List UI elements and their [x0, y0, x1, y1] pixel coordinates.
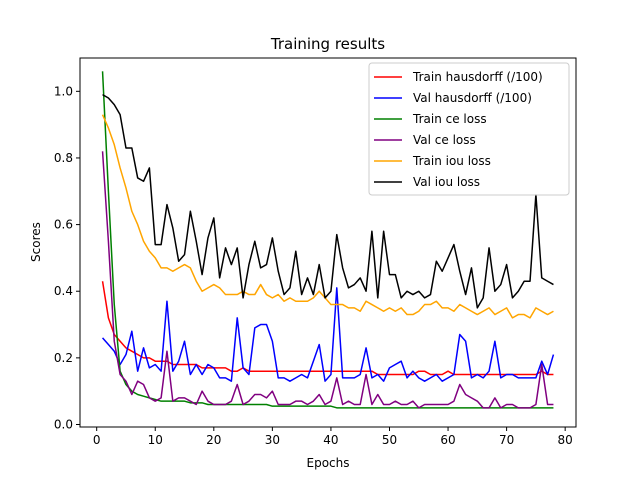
y-tick-label: 0.0: [54, 418, 73, 432]
x-tick-label: 40: [323, 433, 338, 447]
x-tick-label: 0: [93, 433, 101, 447]
x-tick-label: 70: [499, 433, 514, 447]
legend-label: Val hausdorff (/100): [413, 91, 532, 105]
y-axis-label: Scores: [29, 222, 43, 262]
series-line-4: [101, 151, 554, 409]
x-tick-label: 20: [206, 433, 221, 447]
series-line-5: [101, 114, 554, 319]
x-tick-label: 60: [440, 433, 455, 447]
x-tick-label: 80: [558, 433, 573, 447]
legend-label: Train hausdorff (/100): [412, 70, 543, 84]
x-tick-label: 50: [382, 433, 397, 447]
plot-area: [79, 57, 577, 428]
series-line-3: [101, 71, 554, 409]
legend-label: Val ce loss: [413, 133, 476, 147]
x-tick-label: 10: [148, 433, 163, 447]
x-tick-label: 30: [265, 433, 280, 447]
legend-label: Val iou loss: [413, 175, 480, 189]
series-line-2: [101, 287, 555, 382]
legend-label: Train ce loss: [412, 112, 487, 126]
axes-frame: [79, 57, 577, 428]
x-axis-label: Epochs: [307, 456, 350, 470]
y-axis-ticks: 0.0 0.2 0.4 0.6 0.8 1.0: [54, 84, 80, 432]
series-layer: [101, 71, 555, 409]
legend-box: [368, 62, 570, 196]
y-tick-label: 1.0: [54, 84, 73, 98]
x-axis-ticks: 0 10 20 30 40 50 60 70 80: [93, 427, 573, 447]
y-tick-label: 0.6: [54, 218, 73, 232]
y-tick-label: 0.8: [54, 151, 73, 165]
y-tick-label: 0.2: [54, 351, 73, 365]
chart-title: Training results: [270, 35, 385, 53]
legend-label: Train iou loss: [412, 154, 491, 168]
y-tick-label: 0.4: [54, 284, 73, 298]
series-line-6: [102, 93, 554, 309]
legend: Train hausdorff (/100) Val hausdorff (/10…: [368, 62, 570, 196]
